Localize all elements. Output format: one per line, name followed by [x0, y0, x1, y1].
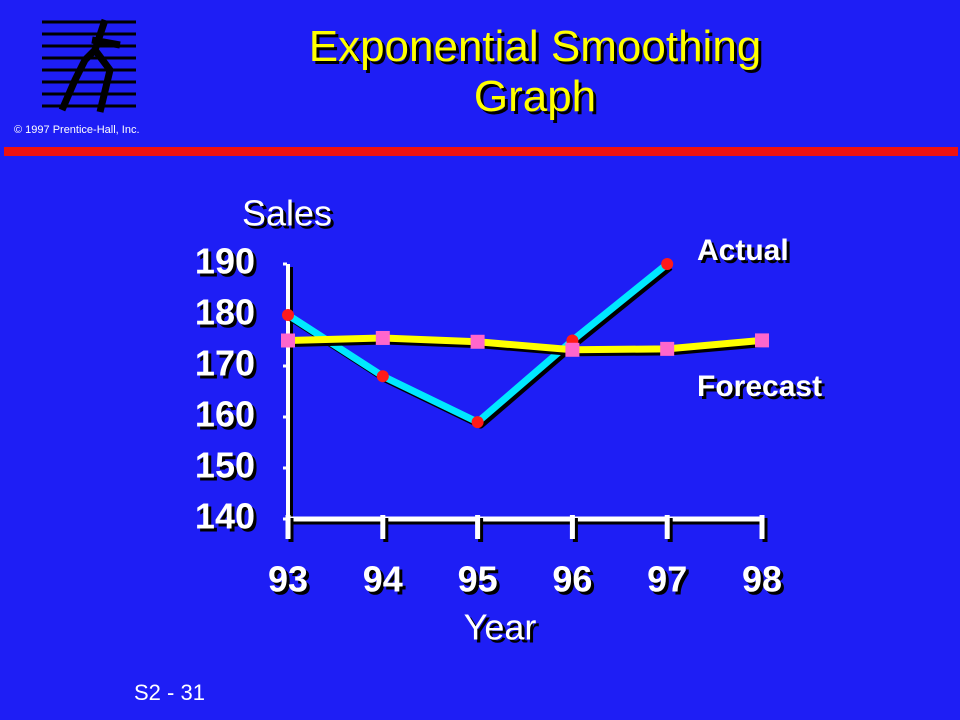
data-point — [565, 342, 580, 357]
divider — [4, 147, 958, 156]
x-tick-label: 93 — [268, 559, 308, 600]
y-tick-label: 180 — [195, 292, 255, 333]
x-axis-title: Year — [464, 607, 537, 648]
data-point — [281, 333, 295, 348]
data-point — [282, 309, 294, 321]
y-tick-label: 140 — [195, 496, 255, 537]
series-label: Forecast — [697, 370, 822, 403]
y-axis-title: Sales — [242, 193, 332, 234]
series-line — [287, 334, 763, 354]
x-tick-label: 98 — [742, 559, 782, 600]
logo — [42, 18, 136, 113]
data-point — [755, 333, 769, 348]
y-tick-label: 150 — [195, 445, 255, 486]
data-point — [376, 370, 389, 383]
y-tick-label: 160 — [195, 394, 255, 435]
x-tick-label: 95 — [458, 559, 498, 600]
x-tick-label: 94 — [363, 559, 403, 600]
data-point — [660, 341, 675, 356]
x-tick-label: 97 — [647, 559, 687, 600]
x-tick-label: 96 — [552, 559, 592, 600]
title: Exponential Smoothing Graph — [308, 22, 762, 121]
slide-number: S2 - 31 — [134, 680, 205, 705]
data-point — [661, 258, 674, 270]
data-point — [375, 330, 390, 345]
series-label: Actual — [697, 234, 789, 267]
data-point — [471, 416, 484, 429]
copyright: © 1997 Prentice-Hall, Inc. — [14, 124, 140, 136]
data-point — [470, 334, 485, 349]
y-tick-label: 170 — [195, 343, 255, 384]
y-tick-label: 190 — [195, 241, 255, 282]
